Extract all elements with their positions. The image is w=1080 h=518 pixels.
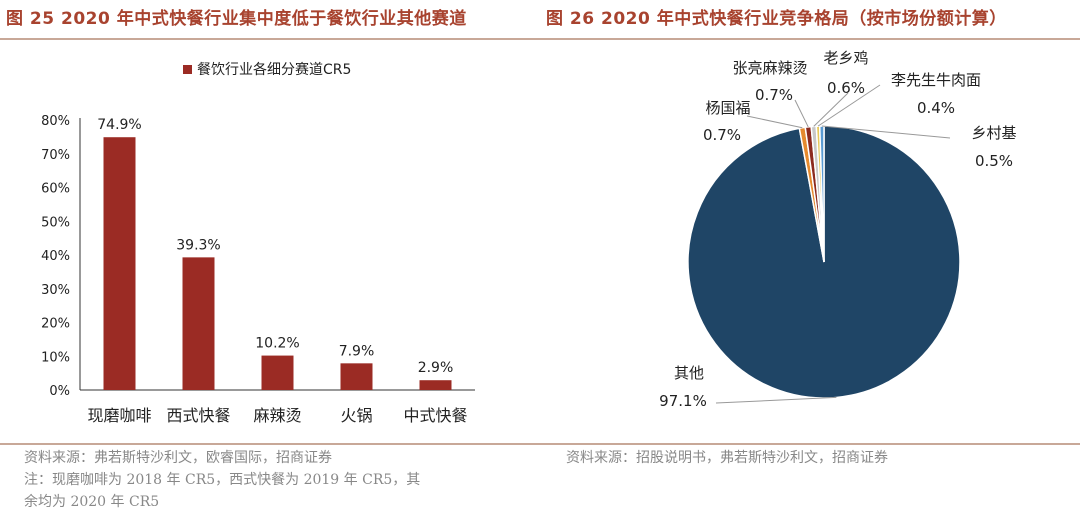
left-source-note: 资料来源：弗若斯特沙利文，欧睿国际，招商证券 注：现磨咖啡为 2018 年 CR… [24,447,524,513]
bar-value-label: 74.9% [97,117,141,133]
bar-value-label: 2.9% [418,360,454,376]
x-tick-label: 中式快餐 [403,406,467,425]
leader-line [715,396,837,404]
slice-value-label: 0.4% [917,99,955,117]
leader-line [794,99,809,128]
legend-swatch [183,65,192,74]
left-note-line-1: 注：现磨咖啡为 2018 年 CR5，西式快餐为 2019 年 CR5，其 [24,472,421,488]
y-tick-label: 10% [41,350,70,365]
leader-line [817,84,881,127]
bar-5 [419,380,452,390]
bar-value-label: 7.9% [339,343,375,359]
left-source-line: 资料来源：弗若斯特沙利文，欧睿国际，招商证券 [24,450,332,466]
top-rule [0,38,1080,40]
bar-value-label: 39.3% [176,237,220,253]
y-tick-label: 80% [41,114,70,129]
x-tick-label: 西式快餐 [166,406,230,425]
legend-label: 餐饮行业各细分赛道CR5 [197,62,351,78]
bar-4 [340,363,373,390]
y-tick-label: 20% [41,317,70,332]
bar-1 [103,137,136,390]
bottom-rule [0,443,1080,445]
slice-value-label: 97.1% [659,392,707,410]
x-tick-label: 麻辣烫 [253,406,301,425]
slice-name-label: 张亮麻辣烫 [732,59,807,77]
y-tick-label: 60% [41,182,70,197]
y-tick-label: 40% [41,249,70,264]
y-tick-label: 70% [41,148,70,163]
x-tick-label: 火锅 [340,406,372,425]
leader-line [821,125,951,139]
slice-value-label: 0.5% [975,152,1013,170]
bar-3 [261,355,294,390]
figure-26-title: 图 26 2020 年中式快餐行业竞争格局（按市场份额计算） [546,9,1007,29]
left-note-line-2: 余均为 2020 年 CR5 [24,494,160,510]
x-tick-label: 现磨咖啡 [87,406,151,425]
slice-name-label: 其他 [674,364,704,382]
slice-name-label: 杨国福 [705,99,750,117]
slice-name-label: 李先生牛肉面 [891,71,981,89]
slice-name-label: 老乡鸡 [823,49,868,67]
bar-2 [182,257,215,390]
slice-value-label: 0.6% [827,79,865,97]
slice-name-label: 乡村基 [971,124,1016,142]
y-tick-label: 50% [41,215,70,230]
y-tick-label: 0% [49,384,70,399]
slice-value-label: 0.7% [703,126,741,144]
slice-value-label: 0.7% [755,86,793,104]
figure-25-title: 图 25 2020 年中式快餐行业集中度低于餐饮行业其他赛道 [6,9,467,29]
bar-value-label: 10.2% [255,336,299,352]
leader-line [746,115,803,129]
y-tick-label: 30% [41,283,70,298]
leader-line [813,92,849,127]
right-source-note: 资料来源：招股说明书，弗若斯特沙利文，招商证券 [566,450,888,466]
